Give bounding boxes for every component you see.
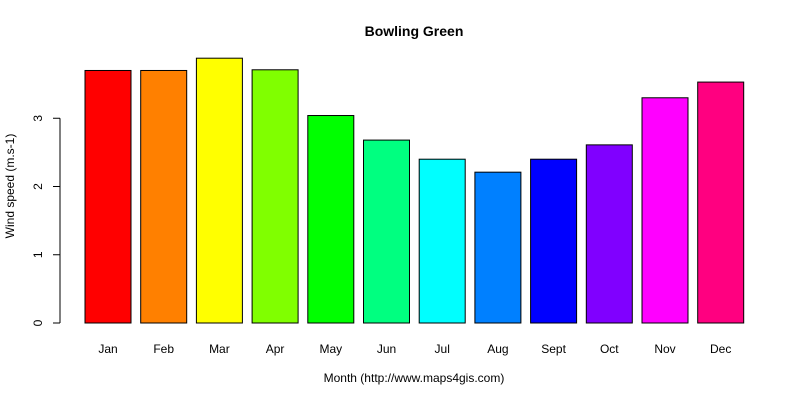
x-tick-label: Jun [377, 342, 396, 356]
y-axis: 0 1 2 3 [31, 115, 61, 326]
bar-mar [195, 57, 243, 324]
x-tick-label: Mar [209, 342, 230, 356]
x-tick-label: Jul [435, 342, 450, 356]
bar-feb [140, 69, 188, 324]
x-tick-label: Jan [98, 342, 117, 356]
y-axis-label: Wind speed (m.s-1) [3, 134, 17, 239]
bar-aug [474, 171, 522, 324]
bar-jan [84, 69, 132, 324]
x-tick-labels: Jan Feb Mar Apr May Jun Jul Aug Sept Oct Nov Dec [98, 342, 731, 356]
y-tick-label: 3 [31, 115, 45, 122]
chart-title: Bowling Green [365, 23, 464, 39]
bar-sept [530, 158, 578, 324]
x-tick-label: Feb [153, 342, 174, 356]
x-tick-label: Sept [541, 342, 566, 356]
bar-apr [251, 69, 299, 324]
x-tick-label: Oct [600, 342, 619, 356]
x-tick-label: Dec [710, 342, 731, 356]
bar-may [307, 115, 355, 324]
bar-jun [363, 139, 410, 324]
bar-jul [418, 158, 466, 324]
y-tick-label: 1 [31, 251, 45, 258]
y-tick-label: 0 [31, 319, 45, 326]
x-tick-label: Nov [654, 342, 675, 356]
y-tick-label: 2 [31, 183, 45, 190]
x-tick-label: Apr [266, 342, 285, 356]
bar-nov [641, 97, 689, 324]
x-axis-label: Month (http://www.maps4gis.com) [324, 371, 505, 385]
bars-group [84, 57, 745, 324]
x-tick-label: Aug [487, 342, 508, 356]
bar-oct [585, 144, 633, 324]
bar-dec [697, 81, 745, 324]
x-tick-label: May [319, 342, 342, 356]
